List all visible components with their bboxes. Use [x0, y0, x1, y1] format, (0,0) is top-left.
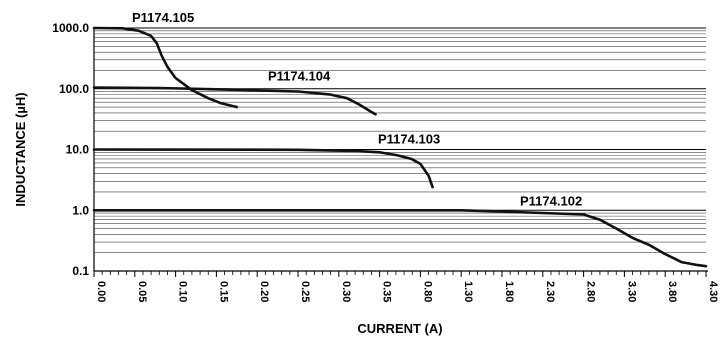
series-line	[92, 86, 377, 116]
y-tick-label: 0.1	[72, 264, 89, 278]
x-tick-label: 0.10	[177, 281, 189, 302]
series-line	[92, 148, 434, 189]
series-line	[92, 26, 239, 109]
x-tick-label: 0.30	[340, 281, 352, 302]
y-tick-label: 100.0	[59, 82, 89, 96]
x-tick-label: 0.00	[95, 281, 107, 302]
x-tick-label: 3.80	[666, 281, 678, 302]
x-tick-label: 0.15	[217, 281, 229, 302]
series-label: P1174.102	[520, 193, 582, 208]
x-tick-label: 2.80	[585, 281, 597, 302]
chart-series	[92, 26, 708, 268]
y-tick-label: 10.0	[66, 143, 90, 157]
x-axis-tick-labels: 0.00 0.05 0.10 0.15 0.20 0.25 0.30 0.35 0.80 1.30…	[95, 281, 719, 302]
chart-grid	[94, 27, 706, 272]
series-label: P1174.103	[378, 132, 440, 147]
x-tick-label: 0.20	[258, 281, 270, 302]
x-tick-label: 1.80	[503, 281, 515, 302]
x-tick-label: 0.05	[136, 281, 148, 302]
series-label: P1174.104	[268, 68, 331, 83]
x-axis-title: CURRENT (A)	[357, 321, 442, 336]
x-tick-label: 4.30	[707, 281, 719, 302]
y-axis-tick-labels: 1000.0 100.0 10.0 1.0 0.1	[52, 21, 89, 278]
x-tick-label: 3.30	[625, 281, 637, 302]
x-tick-label: 1.30	[462, 281, 474, 302]
series-labels: P1174.105 P1174.104 P1174.103 P1174.102	[132, 10, 582, 208]
y-tick-label: 1000.0	[52, 21, 89, 35]
y-tick-label: 1.0	[72, 203, 89, 217]
x-tick-label: 0.25	[299, 281, 311, 302]
x-tick-label: 2.30	[544, 281, 556, 302]
series-line	[92, 209, 708, 268]
x-tick-label: 0.80	[421, 281, 433, 302]
x-axis-ticks	[93, 271, 707, 277]
y-axis-title: INDUCTANCE (µH)	[13, 92, 28, 206]
x-tick-label: 0.35	[381, 281, 393, 302]
series-label: P1174.105	[132, 10, 194, 25]
